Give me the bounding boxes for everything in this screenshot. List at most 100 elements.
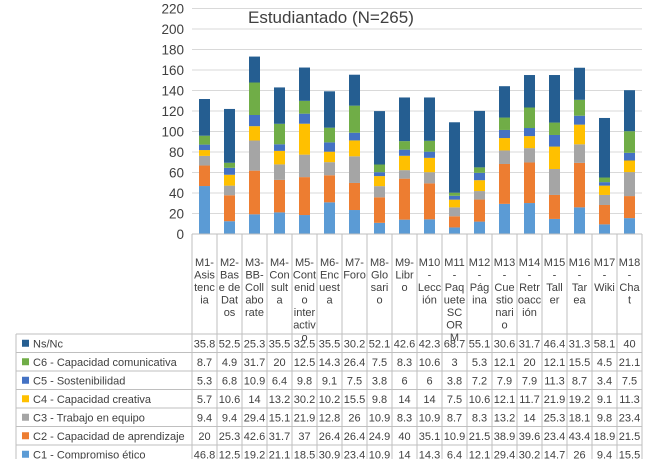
table-cell: 30.2 bbox=[294, 394, 315, 406]
table-cell: 9.4 bbox=[222, 412, 237, 424]
category-label: abo bbox=[245, 295, 263, 307]
bar-segment bbox=[499, 129, 510, 139]
bar-segment bbox=[574, 144, 585, 163]
table-cell: 6 bbox=[426, 375, 432, 387]
table-cell: 30.6 bbox=[494, 338, 515, 350]
category-label: Cha bbox=[619, 282, 640, 294]
table-cell: 14 bbox=[523, 412, 535, 424]
table-cell: 13.2 bbox=[494, 412, 515, 424]
bar-segment bbox=[499, 163, 510, 204]
table-cell: 20 bbox=[273, 357, 285, 369]
category-label: os bbox=[224, 307, 236, 319]
table-cell: 23.4 bbox=[344, 449, 365, 459]
table-cell: 29.4 bbox=[494, 449, 515, 459]
y-tick-label: 40 bbox=[169, 186, 184, 201]
table-cell: 5.7 bbox=[197, 394, 212, 406]
bar-segment bbox=[499, 86, 510, 118]
category-label: M5- bbox=[295, 257, 314, 269]
category-label: enid bbox=[294, 282, 315, 294]
bar-segment bbox=[274, 212, 285, 234]
table-cell: 13.2 bbox=[269, 394, 290, 406]
bar-segment bbox=[599, 185, 610, 195]
table-cell: 37 bbox=[298, 431, 310, 443]
table-cell: 6.4 bbox=[447, 449, 462, 459]
table-cell: 18.1 bbox=[569, 412, 590, 424]
table-cell: 12.1 bbox=[494, 394, 515, 406]
bar-segment bbox=[199, 155, 210, 166]
table-cell: 11.3 bbox=[544, 375, 565, 387]
bar-segment bbox=[374, 197, 385, 223]
table-cell: 3.8 bbox=[447, 375, 462, 387]
table-cell: 23.4 bbox=[544, 431, 565, 443]
bar-segment bbox=[349, 182, 360, 211]
table-cell: 12.1 bbox=[494, 357, 515, 369]
bar-segment bbox=[449, 195, 460, 200]
table-cell: 10.9 bbox=[244, 375, 265, 387]
category-label: rate bbox=[245, 307, 264, 319]
y-tick-label: 120 bbox=[161, 104, 184, 119]
legend-label: C2 - Capacidad de aprendizaje bbox=[33, 431, 185, 443]
table-cell: 4.5 bbox=[597, 357, 612, 369]
bar-segment bbox=[424, 183, 435, 220]
category-label: a bbox=[276, 295, 283, 307]
category-label: M10 bbox=[419, 257, 440, 269]
category-label: sult bbox=[271, 282, 288, 294]
table-cell: 52.5 bbox=[219, 338, 240, 350]
table-cell: 8.3 bbox=[397, 412, 412, 424]
category-label: Asis bbox=[194, 270, 215, 282]
category-label: stio bbox=[496, 295, 513, 307]
table-cell: 32.5 bbox=[294, 338, 315, 350]
y-tick-label: 220 bbox=[161, 2, 184, 17]
category-label: BB- bbox=[245, 270, 264, 282]
bar-segment bbox=[374, 222, 385, 234]
category-label: Con bbox=[269, 270, 289, 282]
category-label: nari bbox=[495, 307, 513, 319]
table-cell: 8.3 bbox=[472, 412, 487, 424]
bar-segment bbox=[624, 196, 635, 219]
bar-segment bbox=[324, 151, 335, 163]
table-cell: 30.2 bbox=[344, 338, 365, 350]
bar-segment bbox=[249, 114, 260, 127]
bar-segment bbox=[274, 150, 285, 165]
y-tick-label: 160 bbox=[161, 63, 184, 78]
table-cell: 14 bbox=[398, 394, 410, 406]
table-cell: 21.5 bbox=[469, 431, 490, 443]
table-cell: 10.9 bbox=[369, 412, 390, 424]
bar-segment bbox=[424, 172, 435, 184]
bar-segment bbox=[524, 136, 535, 149]
bar-segment bbox=[274, 123, 285, 145]
category-label: M1- bbox=[195, 257, 214, 269]
table-cell: 35.1 bbox=[419, 431, 440, 443]
bar-segment bbox=[624, 152, 635, 161]
bar-segment bbox=[349, 105, 360, 133]
category-label: M9- bbox=[395, 257, 414, 269]
table-cell: 15.5 bbox=[569, 357, 590, 369]
table-cell: 42.6 bbox=[244, 431, 265, 443]
table-cell: 9.4 bbox=[597, 449, 612, 459]
table-cell: 12.1 bbox=[469, 449, 490, 459]
table-cell: 3.8 bbox=[372, 375, 387, 387]
bar-segment bbox=[399, 97, 410, 142]
bar-segment bbox=[299, 177, 310, 216]
table-cell: 35.5 bbox=[319, 338, 340, 350]
bar-segment bbox=[224, 167, 235, 175]
bar-segment bbox=[499, 138, 510, 151]
category-label: o bbox=[401, 282, 407, 294]
bar-segment bbox=[249, 126, 260, 141]
bar-segment bbox=[524, 162, 535, 204]
table-cell: 23.4 bbox=[619, 412, 640, 424]
table-cell: 46.8 bbox=[194, 449, 215, 459]
table-cell: 9.8 bbox=[297, 375, 312, 387]
bar-segment bbox=[499, 150, 510, 164]
bar-segment bbox=[399, 178, 410, 220]
bar-segment bbox=[249, 82, 260, 115]
category-label: ea bbox=[573, 295, 586, 307]
table-cell: 7.5 bbox=[347, 375, 362, 387]
table-cell: 12.5 bbox=[219, 449, 240, 459]
table-cell: 42.6 bbox=[394, 338, 415, 350]
bar-segment bbox=[199, 144, 210, 151]
bar-segment bbox=[524, 75, 535, 108]
table-cell: 39.6 bbox=[519, 431, 540, 443]
y-tick-label: 200 bbox=[161, 22, 184, 37]
y-tick-label: 180 bbox=[161, 43, 184, 58]
